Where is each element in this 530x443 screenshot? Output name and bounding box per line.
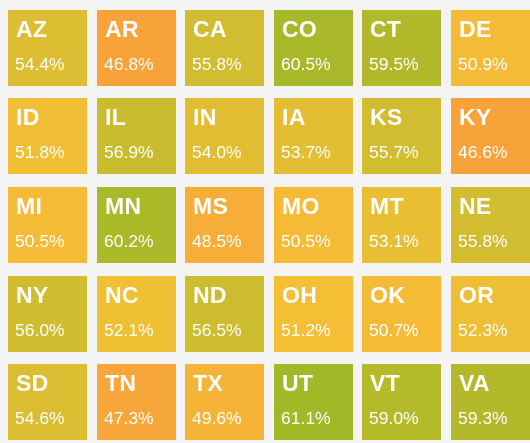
- state-percentage: 53.7%: [281, 142, 331, 162]
- state-percentage: 59.0%: [369, 408, 419, 428]
- state-percentage: 51.2%: [281, 320, 331, 340]
- state-percentage: 50.7%: [369, 320, 419, 340]
- state-tile-de: DE 50.9%: [451, 10, 530, 86]
- state-percentage: 53.1%: [369, 231, 419, 251]
- state-percentage: 50.9%: [458, 54, 508, 74]
- state-abbreviation: NY: [16, 282, 49, 308]
- state-percentage: 55.7%: [369, 142, 419, 162]
- state-tile-ms: MS 48.5%: [185, 187, 264, 263]
- state-abbreviation: DE: [459, 16, 492, 42]
- state-abbreviation: MS: [193, 193, 229, 219]
- state-percentage: 59.3%: [458, 408, 508, 428]
- state-percentage: 56.9%: [104, 142, 154, 162]
- state-percentage: 51.8%: [15, 142, 65, 162]
- state-abbreviation: CT: [370, 16, 402, 42]
- state-percentage: 61.1%: [281, 408, 331, 428]
- state-tile-vt: VT 59.0%: [362, 364, 441, 440]
- state-tile-mn: MN 60.2%: [97, 187, 176, 263]
- state-tile-ks: KS 55.7%: [362, 98, 441, 174]
- state-abbreviation: IA: [282, 104, 306, 130]
- state-percentage: 60.5%: [281, 54, 331, 74]
- state-percentage: 56.5%: [192, 320, 242, 340]
- state-percentage: 60.2%: [104, 231, 154, 251]
- state-abbreviation: AZ: [16, 16, 48, 42]
- state-abbreviation: ND: [193, 282, 227, 308]
- state-abbreviation: KS: [370, 104, 403, 130]
- state-abbreviation: NE: [459, 193, 492, 219]
- state-tile-va: VA 59.3%: [451, 364, 530, 440]
- state-percentage: 46.8%: [104, 54, 154, 74]
- state-tile-mi: MI 50.5%: [8, 187, 87, 263]
- state-percentage: 49.6%: [192, 408, 242, 428]
- state-percentage: 54.4%: [15, 54, 65, 74]
- state-percentage: 59.5%: [369, 54, 419, 74]
- state-abbreviation: OK: [370, 282, 406, 308]
- state-abbreviation: TN: [105, 370, 137, 396]
- state-abbreviation: AR: [105, 16, 139, 42]
- state-tile-mo: MO 50.5%: [274, 187, 353, 263]
- state-tile-in: IN 54.0%: [185, 98, 264, 174]
- state-tile-tx: TX 49.6%: [185, 364, 264, 440]
- state-percentage: 54.6%: [15, 408, 65, 428]
- state-abbreviation: OR: [459, 282, 495, 308]
- state-percentage: 52.3%: [458, 320, 508, 340]
- state-tile-nd: ND 56.5%: [185, 276, 264, 352]
- state-tile-az: AZ 54.4%: [8, 10, 87, 86]
- state-abbreviation: VT: [370, 370, 400, 396]
- state-abbreviation: VA: [459, 370, 490, 396]
- state-tile-ca: CA 55.8%: [185, 10, 264, 86]
- state-tile-ok: OK 50.7%: [362, 276, 441, 352]
- state-abbreviation: MN: [105, 193, 142, 219]
- state-tile-ny: NY 56.0%: [8, 276, 87, 352]
- state-tile-co: CO 60.5%: [274, 10, 353, 86]
- state-tile-ne: NE 55.8%: [451, 187, 530, 263]
- state-tile-ky: KY 46.6%: [451, 98, 530, 174]
- state-percentage: 50.5%: [15, 231, 65, 251]
- state-tile-mt: MT 53.1%: [362, 187, 441, 263]
- state-tile-id: ID 51.8%: [8, 98, 87, 174]
- state-abbreviation: TX: [193, 370, 223, 396]
- state-abbreviation: IN: [193, 104, 217, 130]
- state-abbreviation: OH: [282, 282, 318, 308]
- state-percentage: 48.5%: [192, 231, 242, 251]
- state-abbreviation: UT: [282, 370, 314, 396]
- state-tile-oh: OH 51.2%: [274, 276, 353, 352]
- state-abbreviation: NC: [105, 282, 139, 308]
- state-percentage: 52.1%: [104, 320, 154, 340]
- state-percentage: 55.8%: [458, 231, 508, 251]
- state-percentage: 47.3%: [104, 408, 154, 428]
- state-tile-ia: IA 53.7%: [274, 98, 353, 174]
- state-percentage: 55.8%: [192, 54, 242, 74]
- state-tile-nc: NC 52.1%: [97, 276, 176, 352]
- state-abbreviation: CO: [282, 16, 318, 42]
- state-tile-ct: CT 59.5%: [362, 10, 441, 86]
- state-percentage: 46.6%: [458, 142, 508, 162]
- state-abbreviation: KY: [459, 104, 492, 130]
- state-tile-tn: TN 47.3%: [97, 364, 176, 440]
- state-percentage: 54.0%: [192, 142, 242, 162]
- state-percentage: 50.5%: [281, 231, 331, 251]
- state-abbreviation: SD: [16, 370, 49, 396]
- state-tile-ar: AR 46.8%: [97, 10, 176, 86]
- state-tile-il: IL 56.9%: [97, 98, 176, 174]
- state-tile-sd: SD 54.6%: [8, 364, 87, 440]
- state-abbreviation: ID: [16, 104, 40, 130]
- state-abbreviation: IL: [105, 104, 127, 130]
- state-abbreviation: CA: [193, 16, 227, 42]
- state-tile-ut: UT 61.1%: [274, 364, 353, 440]
- state-abbreviation: MT: [370, 193, 404, 219]
- state-abbreviation: MI: [16, 193, 43, 219]
- state-tile-or: OR 52.3%: [451, 276, 530, 352]
- state-percentage: 56.0%: [15, 320, 65, 340]
- state-abbreviation: MO: [282, 193, 320, 219]
